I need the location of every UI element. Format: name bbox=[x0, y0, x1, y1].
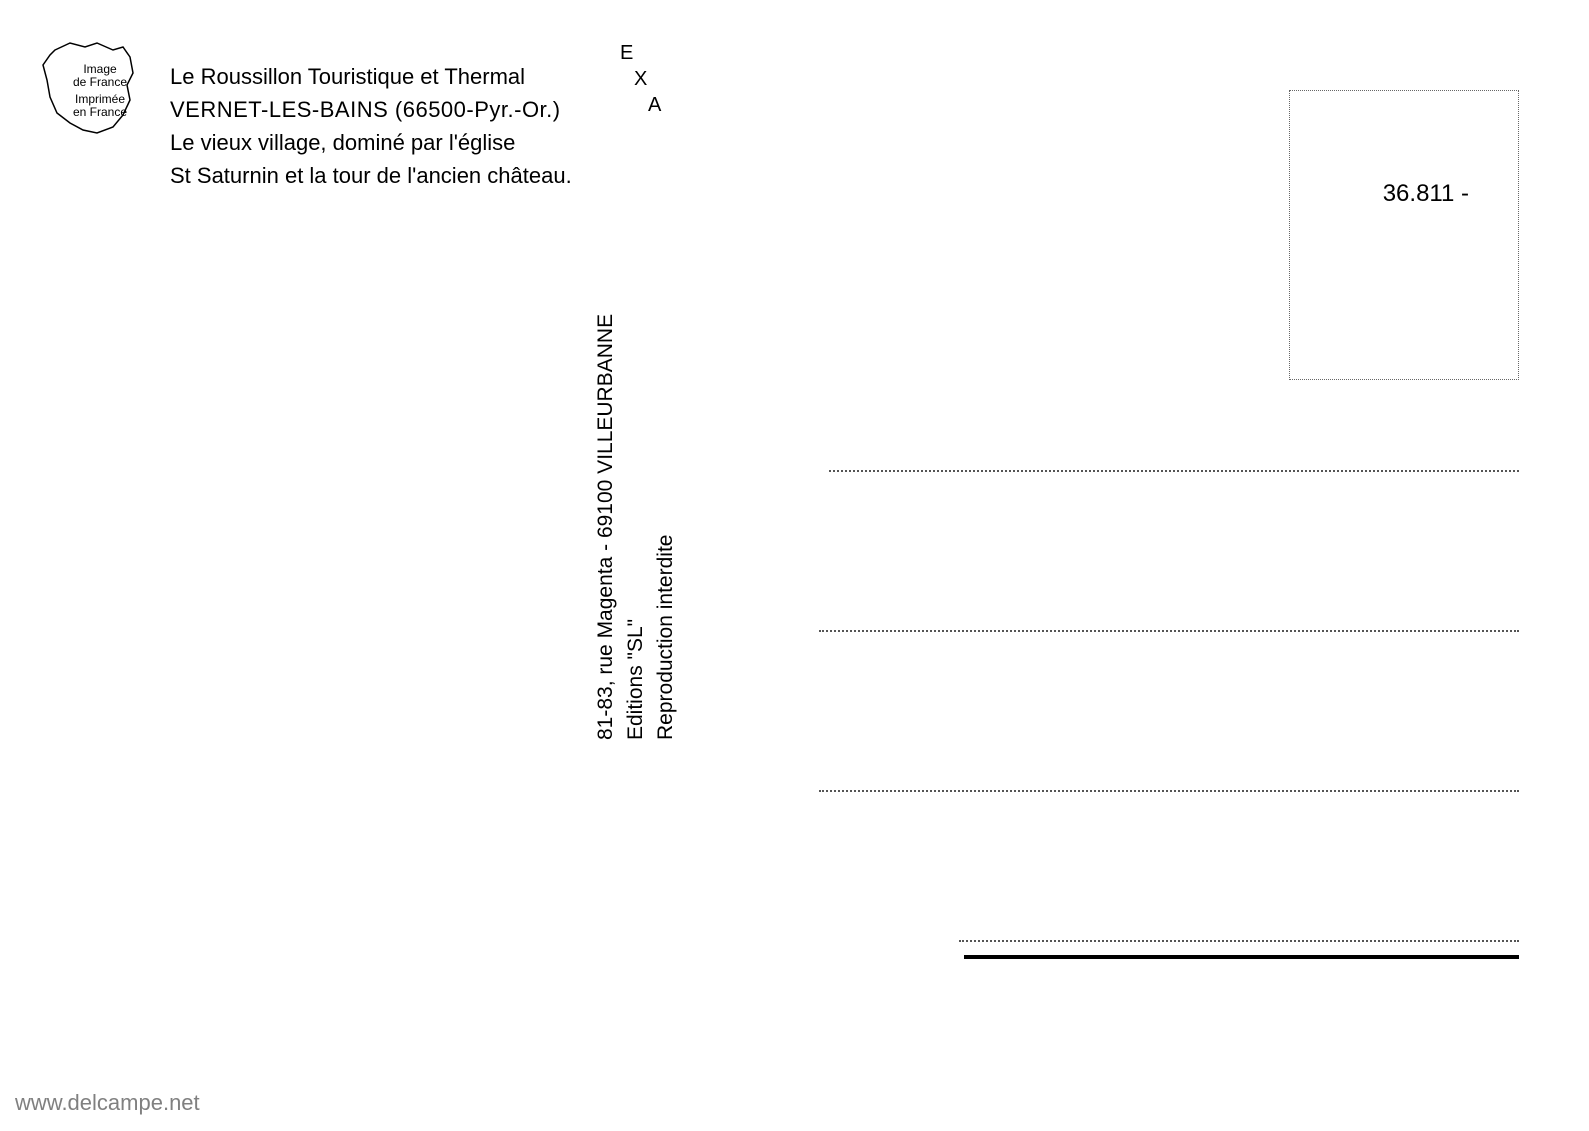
caption-description-2: St Saturnin et la tour de l'ancien châte… bbox=[170, 159, 572, 192]
watermark-text: www.delcampe.net bbox=[15, 1090, 200, 1116]
caption-description-1: Le vieux village, dominé par l'église bbox=[170, 126, 572, 159]
publisher-reproduction: Reproduction interdite bbox=[654, 535, 678, 740]
exa-mark: E X A bbox=[620, 40, 661, 118]
caption-region: Le Roussillon Touristique et Thermal bbox=[170, 60, 572, 93]
logo-text-bottom: Imprimée en France bbox=[70, 93, 130, 119]
exa-a: A bbox=[648, 92, 661, 118]
publisher-address: 81-83, rue Magenta - 69100 VILLEURBANNE bbox=[594, 314, 618, 740]
address-underline bbox=[964, 955, 1519, 959]
exa-x: X bbox=[634, 66, 661, 92]
publisher-editions: Editions "SL" bbox=[624, 619, 648, 740]
france-map-logo: Image de France Imprimée en France bbox=[35, 35, 145, 140]
address-line-1 bbox=[829, 470, 1519, 472]
exa-e: E bbox=[620, 40, 661, 66]
postcard-caption: Le Roussillon Touristique et Thermal VER… bbox=[170, 60, 572, 192]
logo-text-top: Image de France bbox=[70, 63, 130, 89]
address-line-4 bbox=[959, 940, 1519, 942]
caption-location: VERNET-LES-BAINS (66500-Pyr.-Or.) bbox=[170, 93, 572, 126]
address-line-2 bbox=[819, 630, 1519, 632]
address-line-3 bbox=[819, 790, 1519, 792]
stamp-placeholder-box bbox=[1289, 90, 1519, 380]
stamp-reference-number: 36.811 - bbox=[1383, 180, 1469, 208]
